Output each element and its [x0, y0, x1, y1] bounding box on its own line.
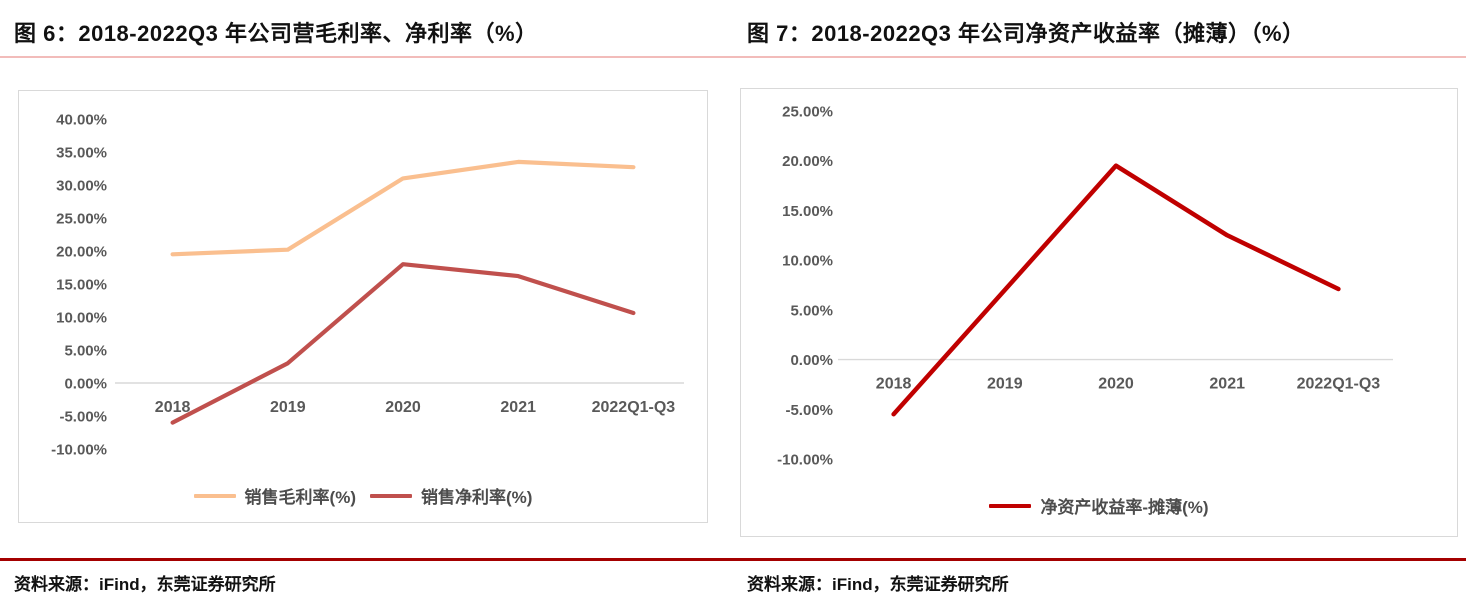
svg-text:-10.00%: -10.00% [777, 452, 833, 469]
svg-text:15.00%: 15.00% [56, 277, 107, 294]
svg-text:2018: 2018 [155, 399, 191, 416]
figure6-line-chart: 40.00% 35.00% 30.00% 25.00% 20.00% 15.00% 10.0… [51, 112, 684, 459]
figure6-title: 图 6：2018-2022Q3 年公司营毛利率、净利率（%） [14, 21, 538, 46]
svg-text:2020: 2020 [385, 399, 421, 416]
svg-text:2021: 2021 [1209, 376, 1245, 393]
net-margin-legend-label: 销售净利率(%) [421, 488, 533, 507]
figure7-chart-panel: 25.00% 20.00% 15.00% 10.00% 5.00% 0.00% -5.00%… [740, 88, 1458, 537]
svg-text:25.00%: 25.00% [782, 104, 833, 121]
svg-text:0.00%: 0.00% [790, 352, 833, 369]
figure7-title: 图 7：2018-2022Q3 年公司净资产收益率（摊薄）（%） [747, 21, 1305, 46]
svg-text:2021: 2021 [500, 399, 536, 416]
series-line [170, 262, 636, 425]
figure6-source: 资料来源：iFind，东莞证券研究所 [14, 575, 276, 594]
svg-text:20.00%: 20.00% [782, 153, 833, 170]
roe-diluted-legend-label: 净资产收益率-摊薄(%) [1040, 498, 1209, 517]
svg-text:0.00%: 0.00% [64, 376, 107, 393]
svg-text:40.00%: 40.00% [56, 112, 107, 129]
svg-text:5.00%: 5.00% [64, 343, 107, 360]
svg-text:2022Q1-Q3: 2022Q1-Q3 [1297, 376, 1381, 393]
figure6-chart-panel: 40.00% 35.00% 30.00% 25.00% 20.00% 15.00% 10.0… [18, 90, 708, 523]
svg-text:35.00%: 35.00% [56, 145, 107, 162]
svg-text:30.00%: 30.00% [56, 178, 107, 195]
svg-text:10.00%: 10.00% [56, 310, 107, 327]
roe-diluted-line-swatch [989, 503, 1032, 508]
svg-text:2018: 2018 [876, 376, 912, 393]
gross-margin-legend-label: 销售毛利率(%) [244, 488, 356, 507]
footer-divider-rule [0, 558, 1466, 561]
svg-text:15.00%: 15.00% [782, 203, 833, 220]
legend-item-roe-diluted: 净资产收益率-摊薄(%) [989, 493, 1209, 518]
svg-text:5.00%: 5.00% [790, 302, 833, 319]
svg-text:10.00%: 10.00% [782, 253, 833, 270]
series-line [891, 163, 1341, 417]
svg-text:20.00%: 20.00% [56, 244, 107, 261]
series-line [170, 159, 636, 257]
title-divider-rule [0, 56, 1466, 58]
legend-item-gross-margin: 销售毛利率(%) [193, 483, 356, 508]
svg-text:-10.00%: -10.00% [51, 442, 107, 459]
svg-text:2019: 2019 [270, 399, 306, 416]
svg-text:-5.00%: -5.00% [59, 409, 107, 426]
figure7-legend: 净资产收益率-摊薄(%) [741, 493, 1457, 518]
figure7-line-chart: 25.00% 20.00% 15.00% 10.00% 5.00% 0.00% -5.00%… [777, 104, 1393, 469]
net-margin-line-swatch [370, 493, 412, 498]
svg-text:2022Q1-Q3: 2022Q1-Q3 [592, 399, 676, 416]
svg-text:2019: 2019 [987, 376, 1023, 393]
legend-item-net-margin: 销售净利率(%) [370, 483, 532, 508]
figure6-legend: 销售毛利率(%) 销售净利率(%) [19, 483, 707, 508]
svg-text:25.00%: 25.00% [56, 211, 107, 228]
svg-text:-5.00%: -5.00% [785, 402, 833, 419]
gross-margin-line-swatch [193, 493, 236, 498]
figure7-source: 资料来源：iFind，东莞证券研究所 [747, 575, 1009, 594]
svg-text:2020: 2020 [1098, 376, 1134, 393]
